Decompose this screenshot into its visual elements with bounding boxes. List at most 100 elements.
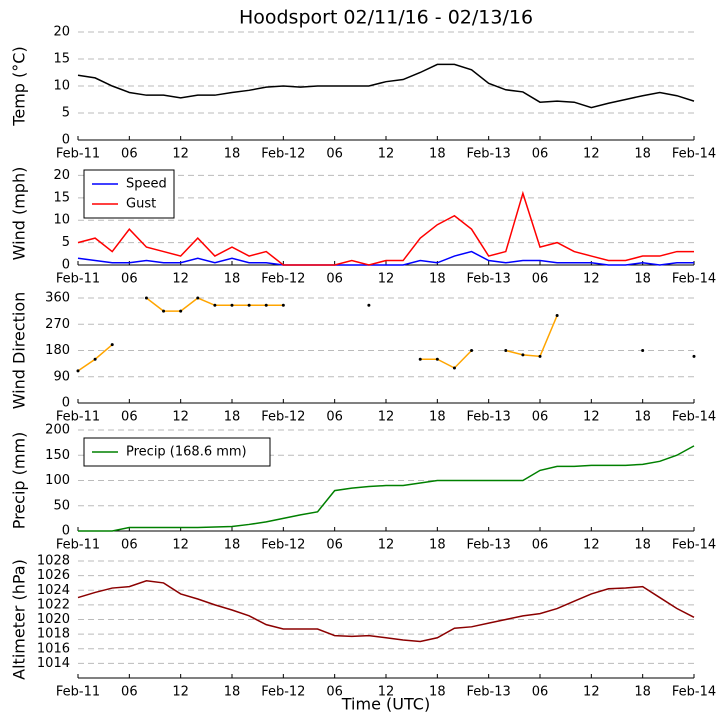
x-tick-label: Feb-13 [467,685,511,700]
y-axis-label: Precip (mm) [10,432,29,530]
x-tick-label: Feb-11 [56,685,100,700]
x-tick-label: 12 [583,685,600,700]
data-line [77,579,695,643]
y-tick-label: 90 [53,369,70,384]
x-tick-label: 12 [378,410,395,425]
data-line [78,298,694,371]
y-tick-label: 0 [62,524,70,539]
x-tick-label: 06 [532,410,549,425]
x-tick-label: 12 [583,538,600,553]
data-point [144,296,148,300]
y-tick-label: 1028 [37,554,70,569]
y-tick-label: 10 [53,213,70,228]
data-line [77,190,694,266]
data-point [555,314,559,317]
x-tick-label: 06 [532,272,549,287]
x-tick-label: 12 [583,410,600,425]
y-tick-label: 10 [53,79,70,94]
x-tick-label: Feb-13 [467,538,511,553]
y-tick-label: 50 [53,498,70,513]
x-tick-label: 12 [583,147,600,162]
x-tick-label: Feb-14 [672,410,716,425]
y-tick-label: 20 [53,25,70,40]
x-tick-label: 18 [224,538,241,553]
x-tick-label: Feb-13 [467,410,511,425]
x-tick-label: 06 [326,685,343,700]
legend-label: Precip (168.6 mm) [126,445,247,460]
y-axis-label: Temp (°C) [10,46,29,126]
x-tick-label: 06 [121,410,138,425]
y-tick-label: 15 [53,190,70,205]
data-point [452,366,456,370]
x-tick-label: Feb-13 [467,147,511,162]
x-tick-label: 18 [429,685,446,700]
x-tick-label: Feb-11 [56,147,100,162]
y-tick-label: 180 [45,343,70,358]
x-tick-label: 18 [224,410,241,425]
x-tick-label: 06 [326,410,343,425]
x-tick-label: 12 [172,538,189,553]
data-point [196,296,200,300]
data-point [162,309,166,313]
x-tick-label: Feb-12 [261,538,305,553]
y-tick-label: 100 [45,473,70,488]
data-point [692,354,696,358]
x-tick-label: 18 [429,410,446,425]
x-tick-label: Feb-11 [56,538,100,553]
y-tick-label: 20 [53,168,70,183]
data-point [435,357,439,361]
x-tick-label: Feb-14 [672,147,716,162]
x-tick-label: Feb-12 [261,272,305,287]
y-tick-label: 1020 [37,612,70,627]
x-tick-label: 12 [378,538,395,553]
data-point [418,357,422,361]
x-tick-label: Feb-14 [672,272,716,287]
chart-title: Hoodsport 02/11/16 - 02/13/16 [239,7,533,29]
y-tick-label: 200 [45,423,70,438]
data-point [470,349,474,352]
x-tick-label: 18 [634,410,651,425]
x-tick-label: 18 [634,685,651,700]
x-tick-label: 06 [121,538,138,553]
x-tick-label: 12 [172,685,189,700]
x-tick-label: 06 [326,272,343,287]
y-axis-label: Altimeter (hPa) [10,559,29,680]
data-point [641,349,645,352]
y-axis-label: Wind (mph) [10,167,29,261]
x-tick-label: 18 [634,272,651,287]
x-tick-label: Feb-12 [261,147,305,162]
x-tick-label: Feb-12 [261,410,305,425]
data-point [504,349,508,352]
y-tick-label: 150 [45,448,70,463]
y-tick-label: 1014 [37,656,70,671]
y-axis-label: Wind Direction [10,292,29,410]
y-tick-label: 1024 [37,583,70,598]
x-tick-label: Feb-11 [56,410,100,425]
x-tick-label: 18 [224,272,241,287]
x-axis-label: Time (UTC) [341,695,430,714]
x-tick-label: Feb-14 [672,685,716,700]
x-tick-label: 12 [378,685,395,700]
data-point [538,354,542,358]
y-tick-label: 15 [53,52,70,67]
x-tick-label: 18 [429,147,446,162]
x-tick-label: 18 [224,147,241,162]
data-point [110,343,114,347]
y-tick-label: 1026 [37,568,70,583]
x-tick-label: 12 [378,147,395,162]
x-tick-label: 06 [532,538,549,553]
legend-box [83,169,175,219]
y-tick-label: 1018 [37,627,70,642]
legend-label: Speed [126,177,167,192]
x-tick-label: 12 [172,147,189,162]
x-tick-label: Feb-13 [467,272,511,287]
data-point [230,303,234,307]
data-point [76,369,80,373]
data-point [281,303,285,307]
data-point [264,303,268,307]
x-tick-label: Feb-12 [261,685,305,700]
x-tick-label: 06 [121,685,138,700]
x-tick-label: 18 [634,147,651,162]
data-line [77,63,695,109]
